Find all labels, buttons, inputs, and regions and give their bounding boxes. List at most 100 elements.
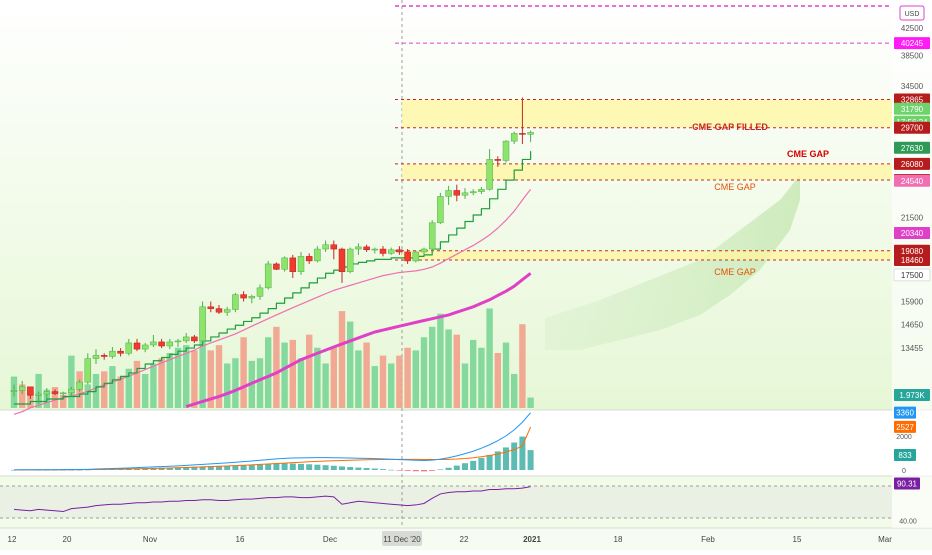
candle-body: [232, 294, 239, 310]
macd-histogram-bar: [494, 451, 501, 470]
crosshair-date-badge: [382, 531, 422, 546]
macd-histogram-bar: [470, 460, 477, 470]
rsi-tick-label: 40.00: [899, 518, 917, 525]
moving-average-slow-line: [185, 272, 532, 408]
indicator-lines: [13, 151, 532, 415]
macd-histogram-bar: [437, 469, 444, 471]
candle-body: [519, 133, 526, 135]
volume-bar: [133, 360, 141, 408]
time-axis-label: 2021: [523, 535, 541, 544]
candle-body: [404, 251, 411, 262]
volume-bar: [445, 329, 452, 408]
candle-body: [191, 336, 198, 342]
macd-indicator: [11, 412, 534, 472]
volume-bar: [27, 392, 34, 408]
cme-gap-filled-box: [402, 99, 892, 128]
volume-bar: [363, 342, 370, 408]
time-axis-background: [0, 528, 932, 550]
volume-bar: [470, 339, 477, 408]
candle-body: [322, 244, 329, 250]
volume-bar: [330, 347, 337, 408]
volume-bar: [297, 358, 305, 408]
macd-histogram-bar: [60, 469, 67, 471]
volume-bar: [322, 363, 329, 408]
candle-body: [314, 248, 321, 262]
candle-body: [469, 191, 477, 194]
macd-badge-label: 833: [898, 451, 912, 460]
macd-tick-label: 0: [902, 468, 906, 475]
price-badge: [894, 157, 930, 170]
volume-bar: [519, 324, 526, 408]
volume-bar: [502, 342, 510, 408]
price-badge: [894, 93, 930, 106]
volume-bar: [371, 366, 378, 408]
candle-body: [248, 296, 256, 299]
price-badge: [894, 174, 930, 187]
macd-histogram-bar: [388, 469, 395, 471]
macd-histogram-bar: [330, 465, 337, 470]
macd-histogram-bar: [478, 457, 485, 470]
volume-bar: [429, 326, 436, 408]
price-tick-label: 21500: [901, 214, 924, 223]
candle-body: [43, 391, 51, 395]
macd-histogram-bar: [224, 465, 231, 470]
price-badge-label: 20340: [901, 229, 924, 238]
horizontal-levels: [395, 5, 892, 261]
macd-histogram-bar: [298, 463, 304, 470]
annotation-cme-gap-mid: CME GAP: [714, 182, 756, 192]
macd-histogram-bar: [404, 470, 411, 471]
macd-histogram-bar: [412, 470, 419, 472]
candle-body: [371, 248, 379, 251]
time-axis-label: 12: [8, 535, 17, 544]
candle-body: [453, 190, 461, 196]
volume-bar: [347, 321, 354, 408]
price-badge-label: 24540: [901, 177, 924, 186]
candle-body: [18, 386, 26, 391]
time-axis-label: 16: [236, 535, 245, 544]
macd-histogram-bar: [158, 467, 165, 470]
macd-histogram-bar: [380, 469, 386, 470]
time-axis-label: 20: [63, 535, 72, 544]
macd-histogram-bar: [339, 466, 345, 470]
macd-histogram-bar: [429, 470, 436, 471]
macd-histogram-bar: [175, 467, 181, 470]
volume-bar: [150, 363, 157, 408]
volume-bar: [338, 311, 346, 408]
macd-badge: [894, 449, 916, 461]
volume-bar: [207, 350, 214, 408]
macd-histogram-bar: [503, 447, 509, 470]
macd-histogram-bar: [257, 464, 263, 470]
volume-bar: [289, 339, 296, 408]
candle-body: [502, 140, 510, 161]
macd-histogram-bar: [216, 465, 222, 470]
macd-histogram-bar: [306, 464, 313, 470]
macd-histogram-bar: [199, 466, 206, 470]
trailing-stop-line: [14, 151, 532, 405]
candle-body: [346, 248, 354, 272]
volume-bar: [453, 334, 460, 408]
volume-bar: [511, 373, 518, 408]
candle-body: [76, 381, 83, 390]
volume-bar: [51, 387, 59, 408]
macd-histogram-bar: [240, 464, 247, 470]
candle-body: [68, 388, 75, 394]
currency-badge[interactable]: [899, 5, 925, 21]
candle-body: [289, 257, 297, 272]
price-badge-label: 19080: [901, 247, 924, 256]
price-badge: [894, 227, 930, 240]
macd-histogram-bar: [486, 454, 493, 470]
macd-line: [13, 412, 531, 471]
macd-histogram-bar: [207, 466, 214, 470]
candle-body: [117, 350, 124, 354]
volume-bar: [256, 358, 264, 408]
macd-histogram-bar: [281, 463, 288, 470]
price-badge-label: 1.973K: [899, 391, 925, 400]
time-axis-label: Feb: [701, 535, 715, 544]
macd-histogram-bar: [265, 463, 272, 470]
candle-body: [355, 246, 362, 250]
volume-bar: [388, 363, 395, 408]
candle-body: [445, 190, 452, 197]
candle-body: [59, 392, 67, 395]
candle-body: [133, 342, 141, 350]
